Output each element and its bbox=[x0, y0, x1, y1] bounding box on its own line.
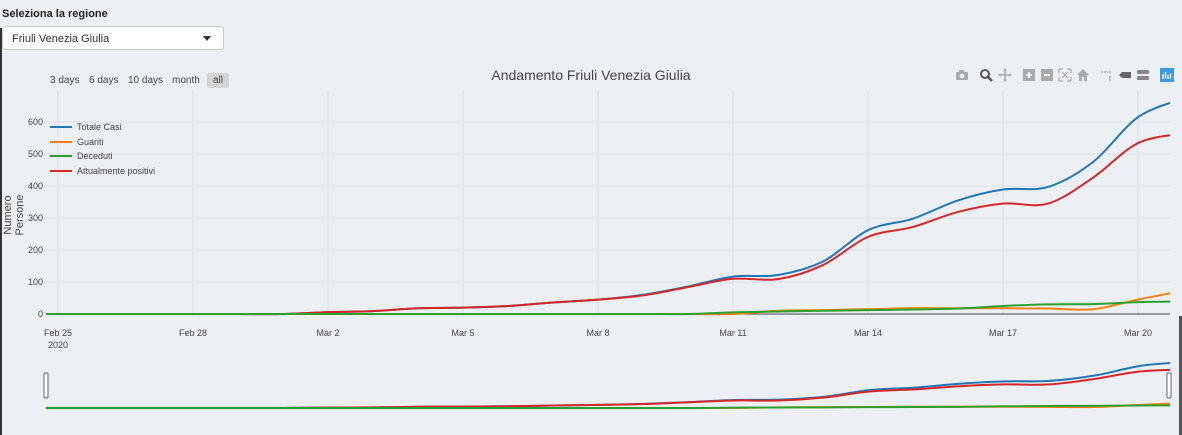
x-tick-label: Mar 8 bbox=[586, 328, 609, 338]
y-tick-label: 400 bbox=[28, 181, 43, 191]
series-line-guariti bbox=[46, 292, 1170, 316]
legend-label: Deceduti bbox=[77, 151, 113, 162]
reset-axes-icon[interactable] bbox=[1076, 68, 1090, 82]
legend-swatch bbox=[50, 126, 72, 129]
y-axis-label: Numero Persone bbox=[2, 194, 26, 236]
x-tick-label: Mar 2 bbox=[316, 328, 339, 338]
series-lines bbox=[46, 101, 1170, 316]
legend-item-deceduti[interactable]: Deceduti bbox=[50, 149, 155, 164]
chevron-down-icon bbox=[203, 36, 211, 41]
plotly-logo-icon[interactable] bbox=[1160, 68, 1174, 82]
legend-item-attualmente-positivi[interactable]: Attualmente positivi bbox=[50, 164, 155, 179]
range-button-month[interactable]: month bbox=[172, 75, 200, 86]
x-tick-label: Mar 20 bbox=[1124, 328, 1152, 338]
spike-lines-icon[interactable] bbox=[1100, 68, 1114, 82]
legend: Totale Casi Guariti Deceduti Attualmente… bbox=[50, 120, 155, 178]
legend-item-guariti[interactable]: Guariti bbox=[50, 135, 155, 150]
y-tick-label: 0 bbox=[38, 309, 43, 319]
slider-line-attualmente-positivi bbox=[46, 368, 1170, 410]
legend-label: Totale Casi bbox=[77, 122, 122, 133]
region-select[interactable]: Friuli Venezia Giulia bbox=[2, 26, 224, 50]
region-select-label: Seleziona la regione bbox=[2, 8, 108, 20]
x-tick-label: Mar 11 bbox=[719, 328, 746, 338]
legend-item-totale-casi[interactable]: Totale Casi bbox=[50, 120, 155, 135]
zoom-out-icon[interactable] bbox=[1040, 68, 1054, 82]
x-tick-label: Mar 5 bbox=[451, 328, 474, 338]
range-slider-right-handle[interactable] bbox=[1166, 372, 1172, 399]
range-button-3-days[interactable]: 3 days bbox=[50, 75, 80, 86]
slider-line-deceduti bbox=[46, 404, 1170, 410]
range-button-10-days[interactable]: 10 days bbox=[128, 75, 164, 86]
range-button-6-days[interactable]: 6 days bbox=[89, 75, 119, 86]
y-tick-label: 600 bbox=[28, 117, 43, 127]
hover-closest-icon[interactable] bbox=[1118, 68, 1132, 82]
range-slider-left-handle[interactable] bbox=[43, 372, 49, 399]
x-tick-year: 2020 bbox=[48, 340, 68, 350]
y-tick-label: 100 bbox=[28, 277, 43, 287]
region-select-value: Friuli Venezia Giulia bbox=[12, 33, 110, 45]
legend-label: Attualmente positivi bbox=[77, 165, 156, 176]
x-tick-label: Feb 25 bbox=[44, 328, 72, 338]
zoom-in-icon[interactable] bbox=[1022, 68, 1036, 82]
series-line-attualmente-positivi bbox=[46, 134, 1170, 316]
legend-swatch bbox=[50, 169, 72, 172]
y-tick-label: 200 bbox=[28, 245, 43, 255]
hover-compare-icon[interactable] bbox=[1136, 68, 1150, 82]
legend-swatch bbox=[50, 155, 72, 158]
pan-icon[interactable] bbox=[998, 68, 1012, 82]
x-tick-label: Mar 14 bbox=[854, 328, 882, 338]
x-tick-label: Feb 28 bbox=[179, 328, 207, 338]
y-tick-label: 300 bbox=[28, 213, 43, 223]
series-line-deceduti bbox=[46, 300, 1170, 316]
gridlines bbox=[46, 90, 1170, 315]
zoom-icon[interactable] bbox=[979, 68, 993, 82]
legend-label: Guariti bbox=[77, 136, 104, 147]
range-slider-lines bbox=[46, 362, 1170, 410]
camera-icon[interactable] bbox=[955, 68, 969, 82]
range-button-all[interactable]: all bbox=[207, 73, 230, 88]
y-tick-label: 500 bbox=[28, 149, 43, 159]
autoscale-icon[interactable] bbox=[1058, 68, 1072, 82]
scrollbar[interactable] bbox=[1179, 316, 1182, 435]
page-left-border bbox=[0, 28, 2, 435]
chart-title: Andamento Friuli Venezia Giulia bbox=[491, 67, 691, 83]
x-tick-label: Mar 17 bbox=[989, 328, 1017, 338]
range-slider bbox=[43, 362, 1172, 410]
axis-ticks: 0 100 200 300 400 500 600 Feb 25 2020 Feb 28 Mar 2… bbox=[28, 117, 1152, 350]
legend-swatch bbox=[50, 140, 72, 143]
